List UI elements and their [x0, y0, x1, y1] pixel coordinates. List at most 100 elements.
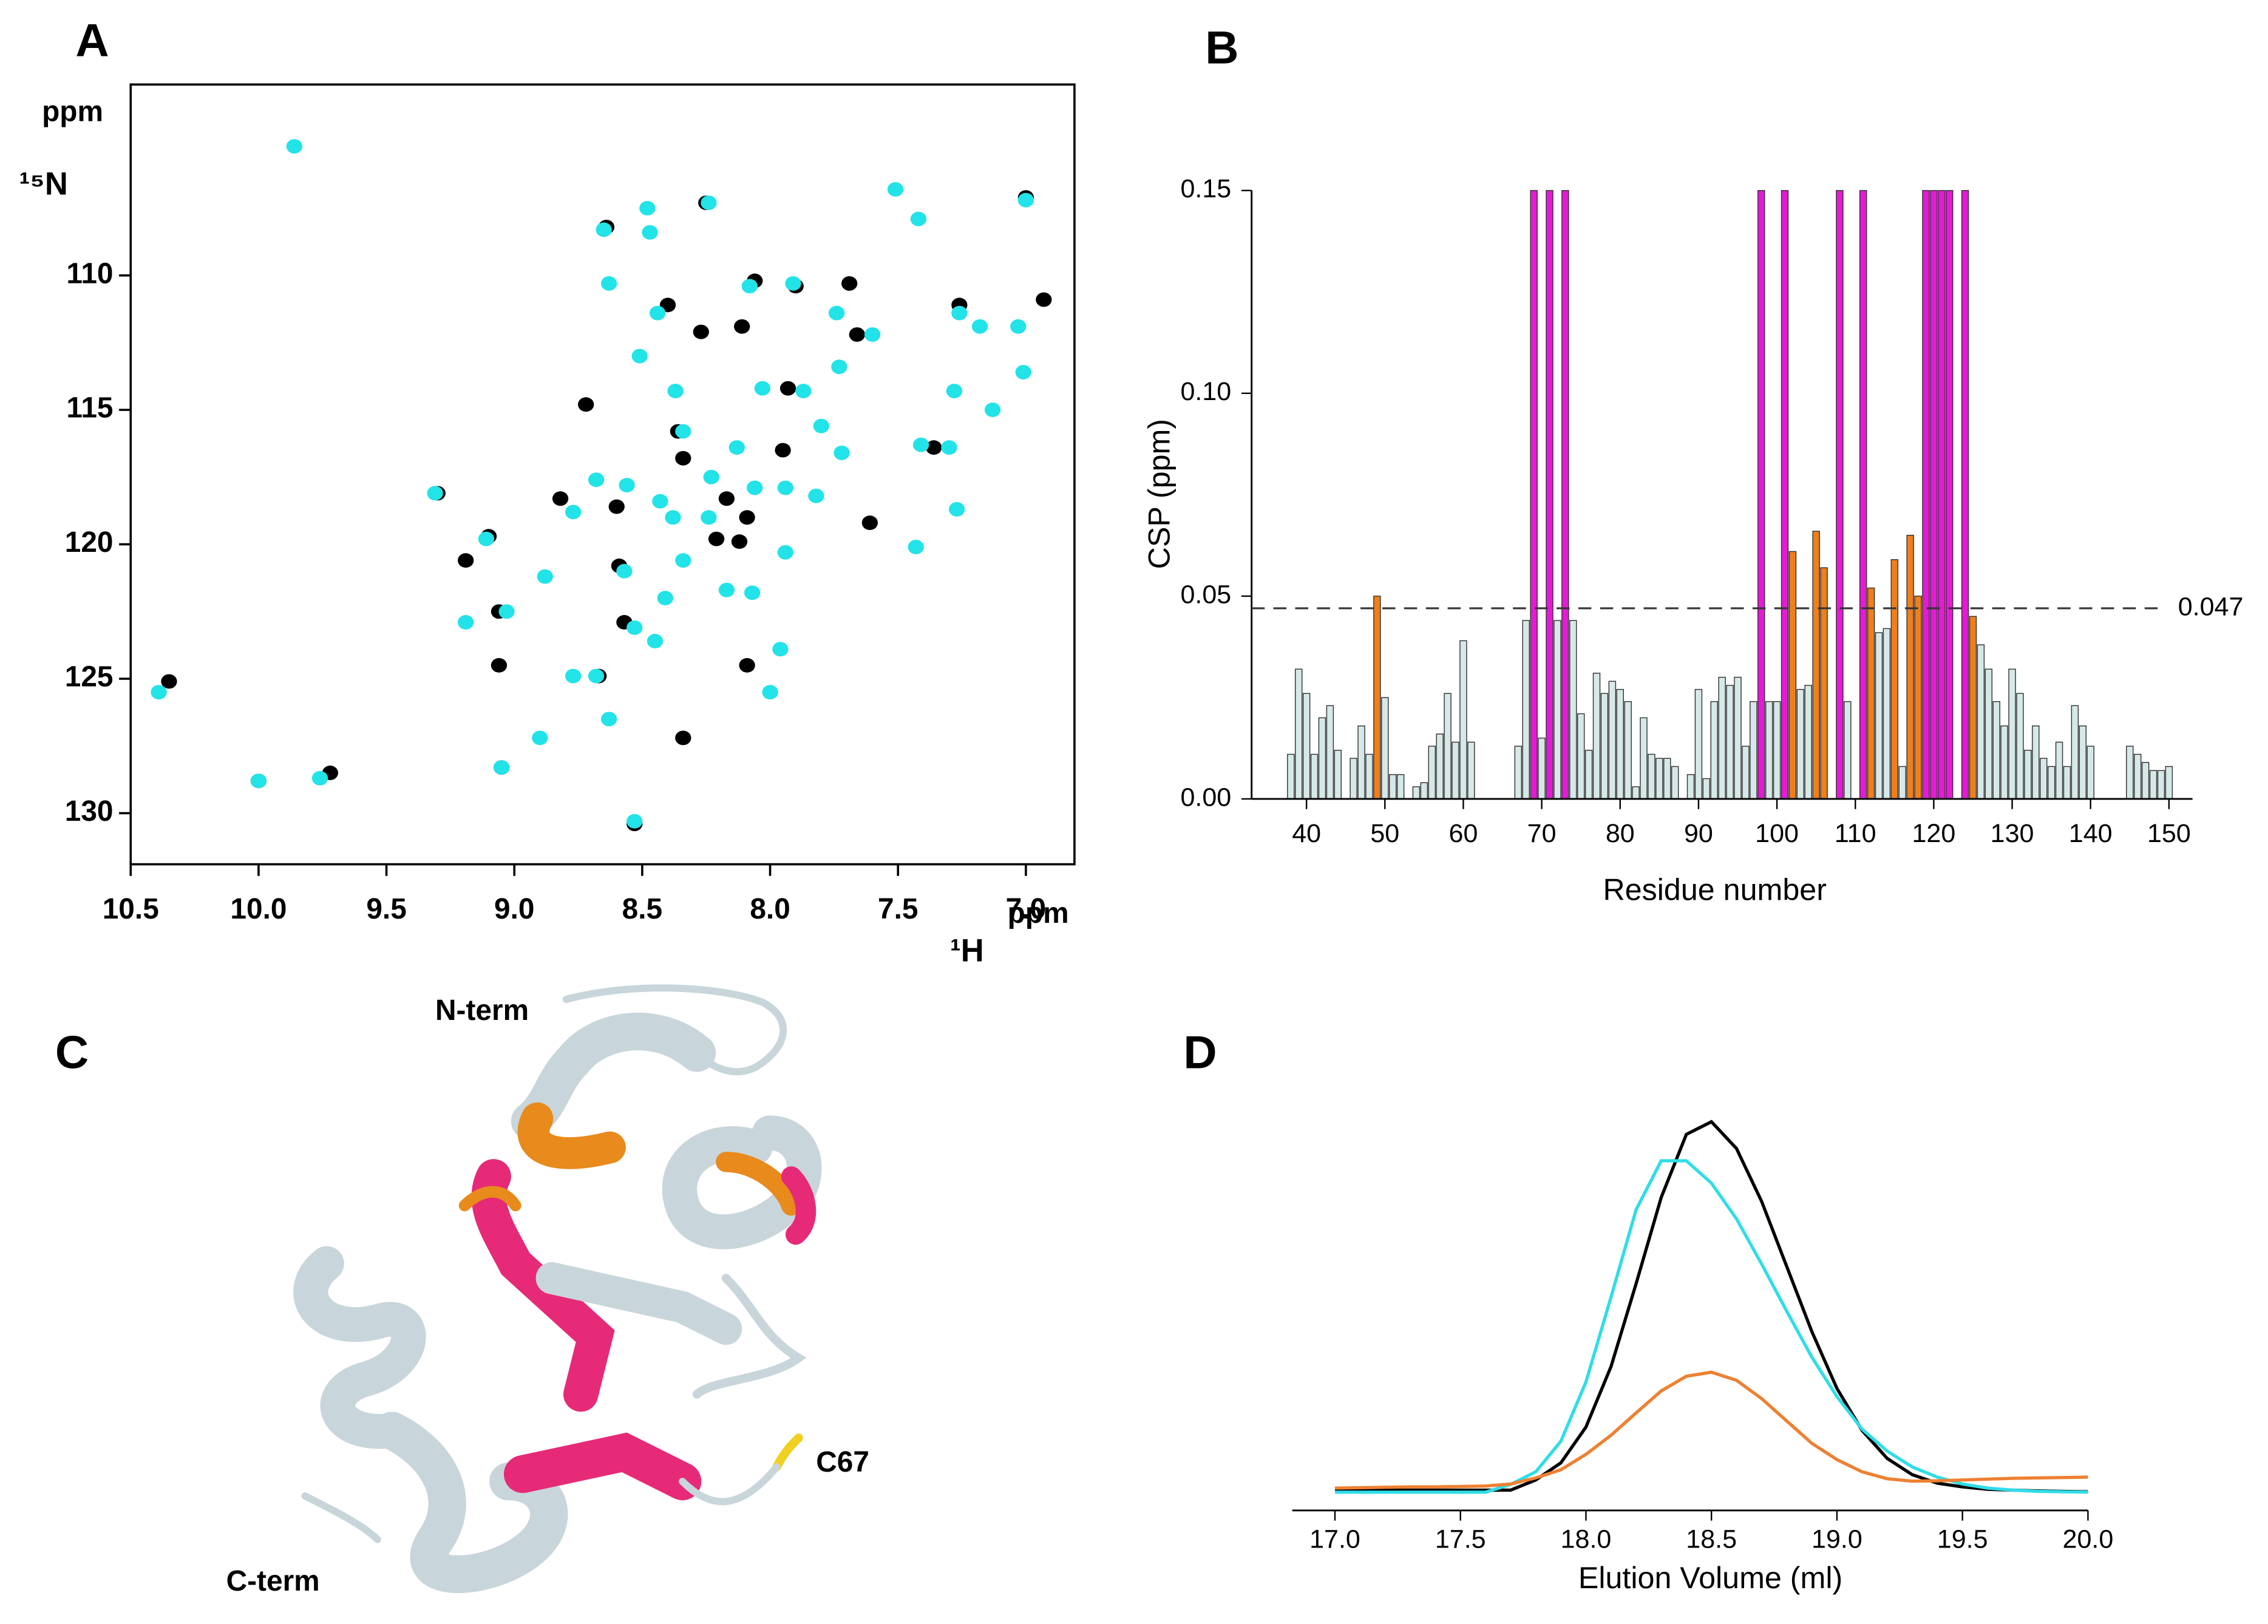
- bar: [1938, 190, 1946, 800]
- peak: [948, 502, 965, 517]
- threshold-label: 0.047: [2178, 592, 2244, 621]
- peak: [250, 773, 267, 789]
- peak: [537, 569, 553, 584]
- peak: [795, 384, 812, 399]
- peak: [494, 760, 510, 775]
- bar: [2055, 741, 2063, 800]
- y-tick-label: 0.00: [1180, 783, 1231, 812]
- bar: [1946, 190, 1954, 800]
- bar: [1812, 531, 1820, 800]
- peak: [552, 491, 569, 506]
- peak: [708, 531, 725, 546]
- bar: [1734, 676, 1742, 800]
- bar: [1310, 753, 1319, 800]
- bar: [1389, 774, 1397, 800]
- peak: [657, 591, 673, 606]
- peak: [951, 305, 968, 321]
- bar: [1671, 766, 1679, 800]
- panel-label: A: [75, 15, 109, 66]
- peak: [532, 730, 548, 746]
- bar: [1373, 596, 1381, 800]
- bar: [1804, 685, 1812, 800]
- peak: [828, 305, 845, 321]
- x-tick-label: 19.0: [1811, 1525, 1862, 1554]
- y-tick-label: 115: [66, 392, 113, 424]
- peak: [777, 480, 793, 495]
- peak: [675, 424, 691, 439]
- bar: [2133, 753, 2142, 800]
- peak: [1017, 192, 1034, 208]
- panel-label: C: [55, 1027, 89, 1079]
- elution-curve: [1334, 1370, 2088, 1490]
- bar: [1765, 701, 1773, 800]
- x-tick-label: 19.5: [1937, 1525, 1988, 1554]
- bar: [1718, 676, 1726, 800]
- peak: [650, 305, 666, 321]
- bar: [2000, 725, 2008, 800]
- bar: [1844, 701, 1852, 800]
- y-tick-label: 120: [65, 526, 114, 559]
- x-tick-label: 8.5: [622, 893, 663, 925]
- x-tick-label: 150: [2147, 819, 2191, 848]
- peak: [926, 440, 942, 455]
- bar: [2008, 668, 2016, 800]
- peak: [647, 634, 664, 648]
- bar: [1859, 190, 1867, 800]
- peak: [565, 505, 582, 520]
- bar: [1898, 766, 1906, 800]
- bar: [1302, 693, 1311, 800]
- peak: [908, 540, 924, 554]
- bar: [1365, 753, 1373, 800]
- y-tick-label: 0.05: [1180, 580, 1231, 609]
- peak: [427, 486, 443, 501]
- peak: [667, 384, 684, 399]
- peak: [777, 545, 793, 560]
- bar: [2157, 770, 2165, 800]
- peak: [813, 418, 829, 433]
- peak: [841, 276, 858, 291]
- peak: [731, 534, 748, 549]
- x-tick-label: 120: [1912, 819, 1955, 848]
- bar: [1750, 701, 1757, 800]
- peak: [675, 730, 691, 746]
- bar: [1781, 190, 1789, 800]
- bar: [1788, 551, 1797, 800]
- peak: [831, 359, 847, 375]
- bar: [1655, 758, 1663, 800]
- panel-label: D: [1183, 1027, 1217, 1079]
- bar: [1334, 750, 1342, 800]
- bar: [1820, 567, 1828, 800]
- peak: [701, 510, 717, 525]
- y-tick-label: 110: [66, 257, 113, 290]
- peak: [596, 222, 612, 237]
- bar: [1616, 688, 1624, 800]
- x-axis-label: Residue number: [1603, 872, 1826, 906]
- bar: [1569, 620, 1577, 800]
- bar: [1875, 632, 1883, 800]
- peak: [161, 674, 177, 689]
- peak: [785, 276, 801, 291]
- bar: [1381, 697, 1389, 800]
- bar: [1514, 746, 1523, 800]
- bar: [1640, 717, 1648, 800]
- bar: [1624, 701, 1632, 800]
- bar: [1702, 778, 1711, 800]
- elution-curve: [1334, 1119, 2088, 1493]
- bar: [1522, 620, 1530, 800]
- x-axis-label: Elution Volume (ml): [1578, 1561, 1842, 1595]
- bar: [1961, 190, 1969, 800]
- peak: [887, 182, 904, 197]
- peak: [565, 668, 582, 684]
- bar: [2040, 758, 2048, 800]
- structure-label: C67: [816, 1446, 869, 1478]
- bar: [1577, 713, 1585, 800]
- x-tick-label: 10.5: [103, 893, 159, 925]
- x-axis-nucleus: ¹H: [950, 933, 984, 968]
- bar: [1984, 668, 1993, 800]
- bar: [1295, 668, 1303, 800]
- peak: [739, 657, 755, 673]
- x-tick-label: 9.5: [366, 893, 407, 925]
- x-tick-label: 140: [2069, 819, 2113, 848]
- peak: [600, 276, 617, 291]
